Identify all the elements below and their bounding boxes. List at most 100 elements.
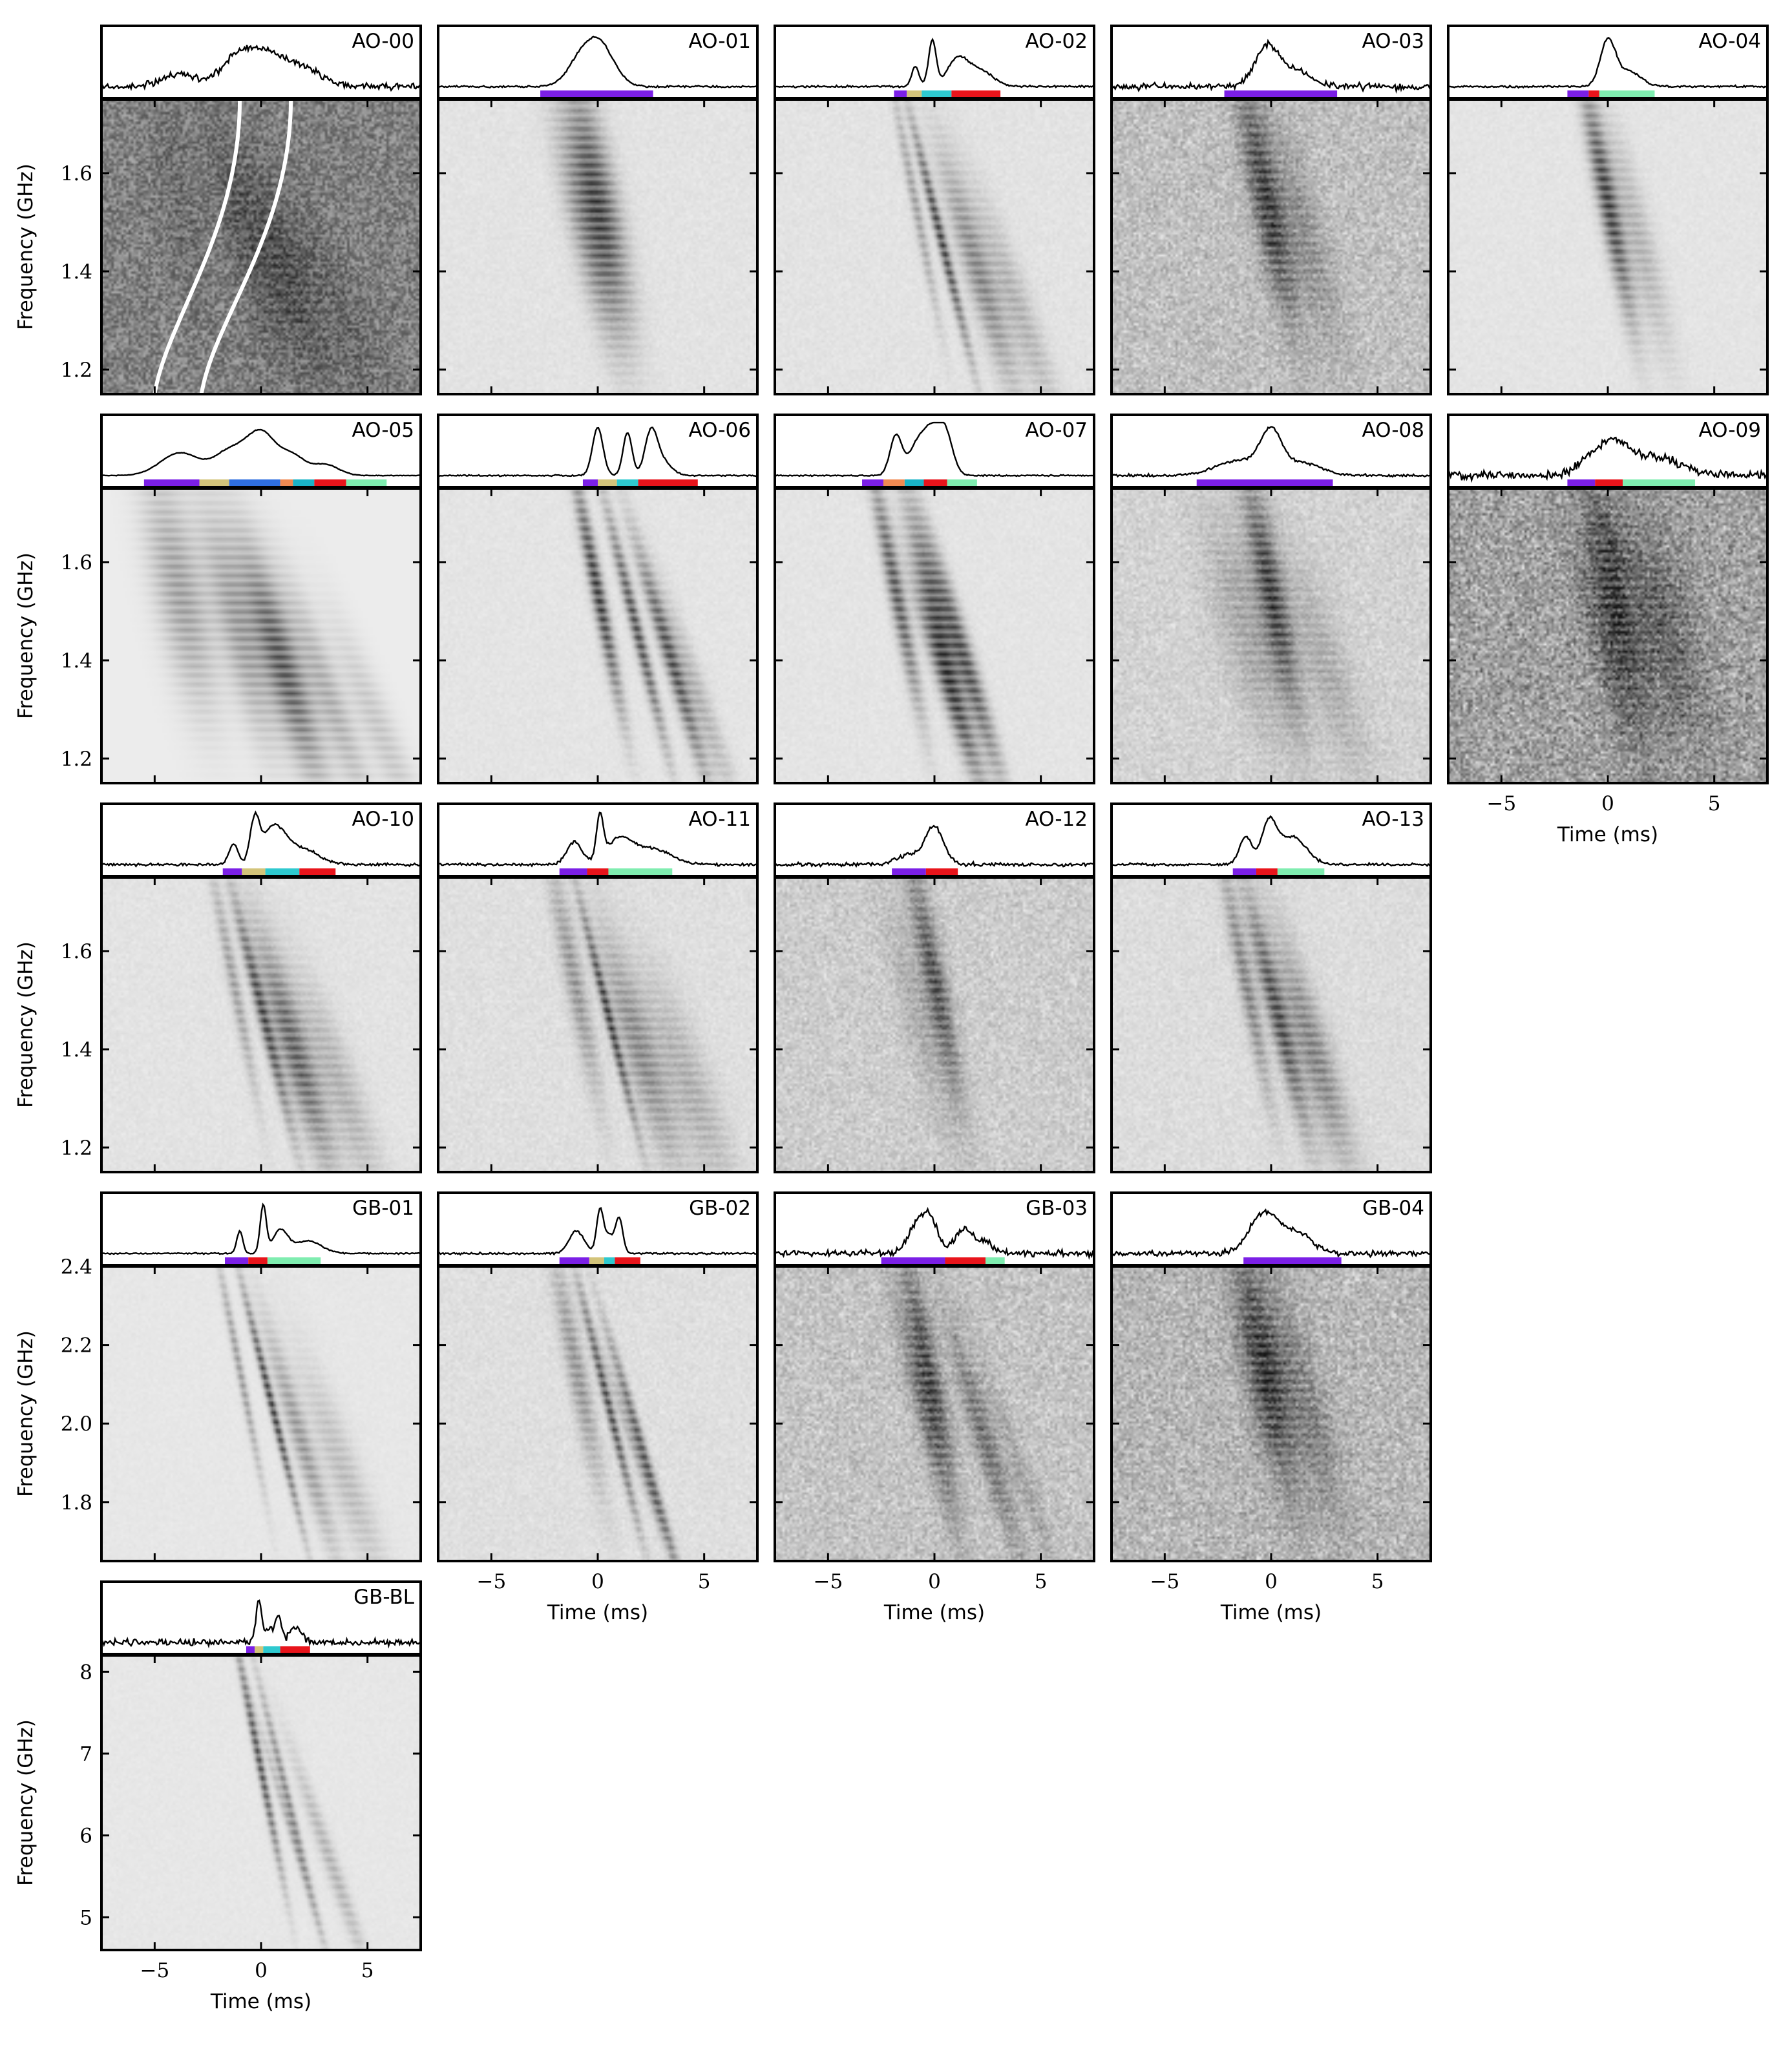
component-bar-2 [1277,868,1325,876]
y-tick-label: 1.2 [61,748,92,771]
panel-label: AO-09 [1698,419,1761,442]
burst-panel-11: AO-11 [437,802,759,1173]
y-tick-label: 1.4 [61,260,92,284]
component-bar-0 [540,90,653,98]
panel-label: GB-04 [1362,1197,1424,1220]
x-tick-label: 0 [1601,792,1614,815]
dynamic-spectrum [101,1266,421,1561]
burst-panel-9: AO-09 −5 0 5 Time (ms) [1447,414,1769,846]
y-axis-label: Frequency (GHz) [14,941,37,1108]
panel-label: GB-03 [1026,1197,1088,1220]
burst-panel-3: AO-03 [1110,25,1432,395]
component-bar-3 [638,479,698,487]
profile-line [101,428,421,477]
burst-panel-5: AO-05 1.2 1.4 1.6 Frequency (GHz) [14,414,422,784]
component-bar-0 [582,479,598,487]
profile-line [101,1202,421,1255]
profile-line [437,1207,758,1256]
profile-line [1111,426,1431,478]
y-tick-label: 8 [79,1661,92,1684]
component-bar-3 [923,479,947,487]
profile-line [437,812,758,868]
burst-panel-4: AO-04 [1447,25,1769,395]
profile-line [775,824,1095,868]
dynamic-spectrum [438,100,757,394]
burst-panel-16: GB-03 −5 0 5 Time (ms) [774,1191,1095,1624]
panel-label: AO-08 [1362,419,1424,442]
component-bar-2 [229,479,280,487]
panel-label: AO-01 [688,30,751,53]
component-bar-1 [589,1257,604,1265]
burst-panel-12: AO-12 [774,802,1095,1173]
burst-panel-13: AO-13 [1110,802,1432,1173]
x-axis-label: Time (ms) [547,1601,648,1624]
dynamic-spectrum [1112,877,1431,1172]
component-bar-1 [883,479,905,487]
y-tick-label: 1.6 [61,162,92,185]
x-tick-label: 0 [928,1570,941,1593]
panel-label: AO-11 [688,808,751,831]
component-bar-0 [881,1257,945,1265]
profile-line [437,36,758,89]
dynamic-spectrum [101,1655,421,1950]
panel-label: GB-01 [352,1197,414,1220]
profile-line [100,45,422,92]
component-bar-1 [587,868,609,876]
y-tick-label: 1.6 [61,551,92,574]
y-tick-label: 1.2 [61,1137,92,1160]
x-tick-label: −5 [813,1570,843,1593]
y-tick-label: 7 [79,1743,92,1766]
x-axis-label: Time (ms) [883,1601,985,1624]
profile-line [774,37,1095,89]
burst-panel-6: AO-06 [437,414,759,784]
x-tick-label: 5 [1371,1570,1384,1593]
component-bar-0 [222,868,242,876]
panel-label: AO-10 [352,808,414,831]
component-bar-1 [925,868,958,876]
y-tick-label: 2.2 [61,1334,92,1358]
component-bar-6 [346,479,387,487]
component-bar-1 [1588,90,1599,98]
component-bar-2 [922,90,952,98]
burst-panel-14: GB-01 1.8 2.0 2.2 2.4 Frequency (GHz) [14,1191,422,1562]
dynamic-spectrum [101,488,421,783]
component-bar-0 [1567,90,1589,98]
component-bar-0 [1196,479,1333,487]
x-axis-label: Time (ms) [1220,1601,1322,1624]
profile-line [437,426,758,477]
x-tick-label: 0 [591,1570,604,1593]
x-tick-label: 5 [698,1570,711,1593]
burst-panel-7: AO-07 [774,414,1095,784]
component-bar-2 [1599,90,1655,98]
component-bar-1 [242,868,266,876]
component-bar-2 [617,479,638,487]
x-tick-label: −5 [140,1959,169,1982]
component-bar-2 [986,1257,1005,1265]
drift-guide-line-0 [153,99,242,395]
dynamic-spectrum [775,1266,1094,1561]
dynamic-spectrum [1112,100,1431,394]
component-bar-0 [1243,1257,1342,1265]
component-bar-0 [1567,479,1596,487]
panel-label: AO-00 [352,30,414,53]
profile-line [1448,36,1768,89]
burst-panel-0: AO-00 1.2 1.4 1.6 Frequency (GHz) [14,25,422,395]
y-tick-label: 1.8 [61,1491,92,1515]
y-axis-label: Frequency (GHz) [14,1330,37,1497]
profile-line [1111,1208,1431,1259]
burst-panel-18: GB-BL 5 6 7 8 Frequency (GHz) −5 0 5 Time (ms) [14,1580,422,2013]
panel-label: AO-07 [1025,419,1088,442]
y-axis-label: Frequency (GHz) [14,1719,37,1886]
panel-label: GB-BL [353,1586,415,1609]
profile-line [1447,436,1768,483]
burst-panel-17: GB-04 −5 0 5 Time (ms) [1110,1191,1432,1624]
component-bar-0 [894,90,907,98]
dynamic-spectrum [438,877,757,1172]
profile-line [774,1206,1095,1260]
y-tick-label: 1.4 [61,649,92,673]
component-bar-2 [1623,479,1696,487]
component-bar-2 [604,1257,615,1265]
component-bar-1 [945,1257,986,1265]
component-bar-3 [280,479,293,487]
